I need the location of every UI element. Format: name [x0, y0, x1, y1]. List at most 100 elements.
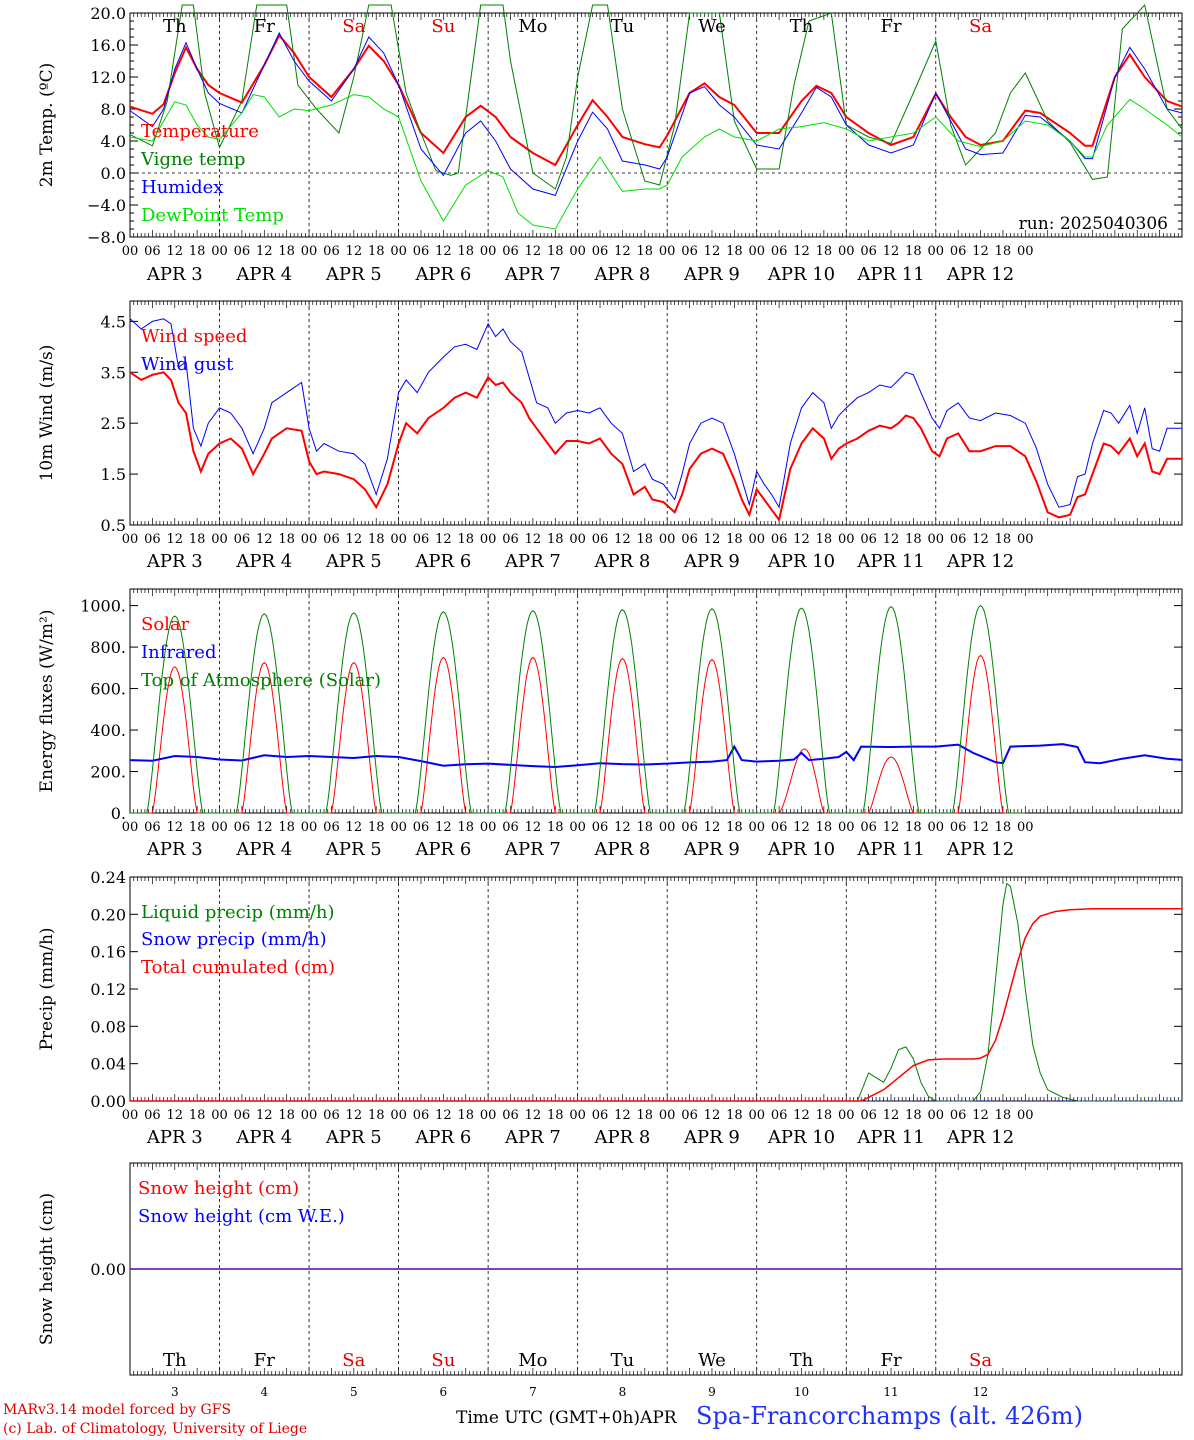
hour-label: 12: [883, 820, 900, 835]
y-tick-label: 16.0: [90, 36, 126, 55]
y-tick-label: −8.0: [87, 228, 126, 247]
hour-label: 18: [368, 532, 385, 547]
day-label: APR 4: [235, 551, 292, 572]
hour-label: 18: [995, 244, 1012, 259]
hour-label: 12: [435, 532, 452, 547]
hour-label: 18: [457, 244, 474, 259]
hour-label: 06: [592, 820, 609, 835]
weekday-label: Fr: [254, 1350, 275, 1371]
hour-label: 12: [525, 532, 542, 547]
hour-label: 12: [793, 244, 810, 259]
hour-label: 12: [435, 820, 452, 835]
hour-label: 00: [211, 820, 228, 835]
x-axis-label: Time UTC (GMT+0h)APR: [456, 1408, 677, 1428]
hour-label: 06: [681, 532, 698, 547]
y-tick-label: 3.5: [101, 363, 126, 382]
day-number: 8: [619, 1385, 627, 1399]
credit-model: MARv3.14 model forced by GFS: [3, 1402, 232, 1418]
hour-label: 00: [122, 1108, 139, 1123]
hour-label: 06: [860, 820, 877, 835]
weekday-label: Sa: [342, 16, 365, 37]
hour-label: 00: [659, 1108, 676, 1123]
hour-label: 06: [681, 1108, 698, 1123]
hour-label: 06: [950, 244, 967, 259]
hour-label: 12: [972, 820, 989, 835]
legend-entry: Top of Atmosphere (Solar): [141, 670, 381, 691]
hour-label: 06: [502, 532, 519, 547]
hour-label: 06: [950, 532, 967, 547]
day-label: APR 11: [856, 1127, 924, 1148]
hour-label: 06: [860, 1108, 877, 1123]
legend-entry: Solar: [141, 614, 190, 635]
weekday-label: Mo: [518, 16, 547, 37]
hour-label: 00: [659, 244, 676, 259]
series-line: [129, 33, 1183, 167]
hour-label: 12: [793, 532, 810, 547]
hour-label: 00: [928, 532, 945, 547]
legend-entry: Snow height (cm): [138, 1178, 299, 1199]
hour-label: 00: [390, 1108, 407, 1123]
hour-label: 12: [166, 820, 183, 835]
panel-wind: [129, 300, 1183, 526]
y-tick-label: 0.: [111, 804, 126, 823]
hour-label: 06: [681, 244, 698, 259]
y-tick-label: 0.16: [90, 943, 126, 962]
run-annotation: run: 2025040306: [1019, 214, 1168, 234]
hour-label: 12: [256, 820, 273, 835]
day-label: APR 8: [594, 839, 651, 860]
hour-label: 18: [905, 532, 922, 547]
y-tick-label: 0.08: [90, 1017, 126, 1036]
hour-label: 18: [995, 1108, 1012, 1123]
hour-label: 06: [413, 532, 430, 547]
hour-label: 00: [748, 820, 765, 835]
hour-label: 12: [793, 820, 810, 835]
hour-label: 00: [569, 1108, 586, 1123]
hour-label: 00: [928, 820, 945, 835]
y-tick-label: 0.00: [90, 1260, 126, 1279]
day-label: APR 9: [683, 264, 740, 285]
y-tick-label: 800.: [90, 638, 126, 657]
hour-label: 00: [390, 532, 407, 547]
hour-label: 18: [368, 1108, 385, 1123]
day-number: 5: [350, 1385, 358, 1399]
hour-label: 12: [614, 1108, 631, 1123]
hour-label: 18: [905, 244, 922, 259]
day-label: APR 11: [856, 551, 924, 572]
hour-label: 18: [726, 820, 743, 835]
legend-entry: Infrared: [141, 642, 216, 663]
hour-label: 06: [860, 244, 877, 259]
y-axis-label: Snow height (cm): [37, 1193, 57, 1345]
day-number: 11: [883, 1385, 898, 1399]
hour-label: 00: [301, 244, 318, 259]
hour-label: 06: [413, 820, 430, 835]
hour-label: 00: [659, 820, 676, 835]
day-label: APR 5: [325, 839, 382, 860]
series-line: [129, 318, 1182, 509]
hour-label: 00: [211, 244, 228, 259]
hour-label: 18: [816, 532, 833, 547]
y-tick-label: 0.04: [90, 1055, 126, 1074]
y-tick-label: 600.: [90, 680, 126, 699]
hour-label: 00: [838, 1108, 855, 1123]
panel-snow: [129, 1162, 1183, 1376]
hour-label: 12: [793, 1108, 810, 1123]
hour-label: 06: [771, 244, 788, 259]
day-label: APR 11: [856, 264, 924, 285]
hour-label: 12: [256, 244, 273, 259]
legend-entry: Snow precip (mm/h): [141, 929, 327, 950]
weekday-label: We: [698, 16, 726, 37]
day-number: 3: [171, 1385, 179, 1399]
hour-label: 06: [502, 244, 519, 259]
y-tick-label: 400.: [90, 721, 126, 740]
day-number: 9: [708, 1385, 716, 1399]
hour-label: 18: [547, 244, 564, 259]
hour-label: 06: [144, 532, 161, 547]
y-tick-label: 8.0: [101, 100, 126, 119]
hour-label: 00: [480, 244, 497, 259]
y-tick-label: 20.0: [90, 4, 126, 23]
hour-label: 06: [234, 820, 251, 835]
hour-label: 00: [1017, 532, 1034, 547]
day-label: APR 10: [767, 264, 835, 285]
hour-label: 06: [234, 244, 251, 259]
